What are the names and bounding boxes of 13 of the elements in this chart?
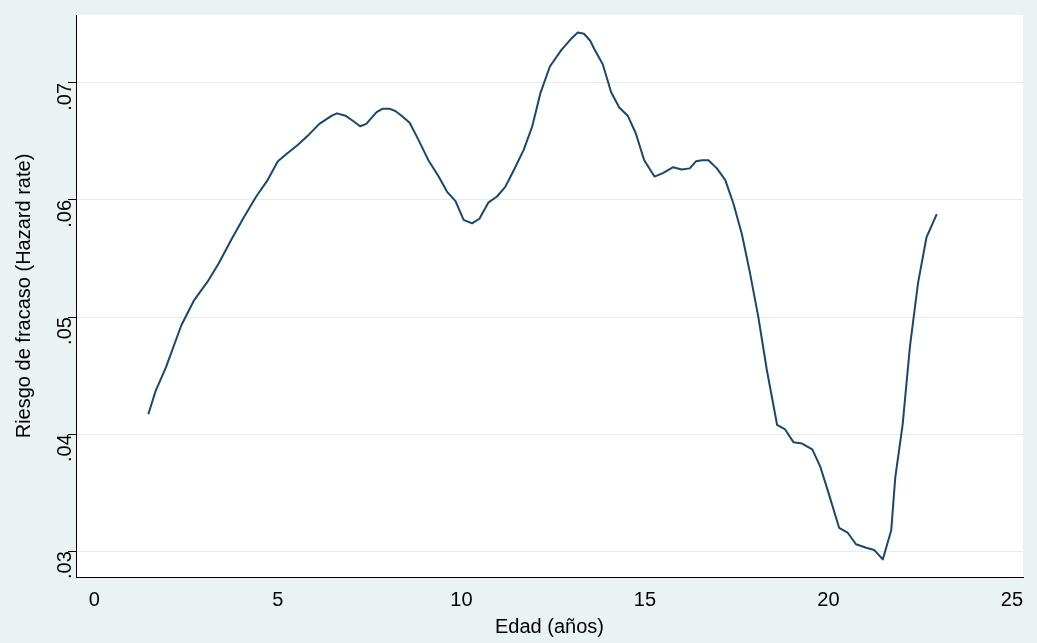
y-tick-label: .03 [52,551,75,580]
x-tick-label: 10 [450,587,473,610]
y-tick-label: .05 [52,317,75,345]
y-axis-title: Riesgo de fracaso (Hazard rate) [11,153,34,439]
y-tick-label: .04 [52,434,75,462]
x-tick-label: 0 [88,587,100,610]
x-tick-label: 25 [1000,587,1024,610]
x-tick-label: 5 [272,587,284,610]
x-tick-label: 20 [817,587,840,610]
y-tick-label: .06 [52,199,75,228]
x-tick-label: 15 [633,587,657,610]
y-tick-label: .07 [52,82,75,111]
x-axis-title: Edad (años) [495,614,604,637]
